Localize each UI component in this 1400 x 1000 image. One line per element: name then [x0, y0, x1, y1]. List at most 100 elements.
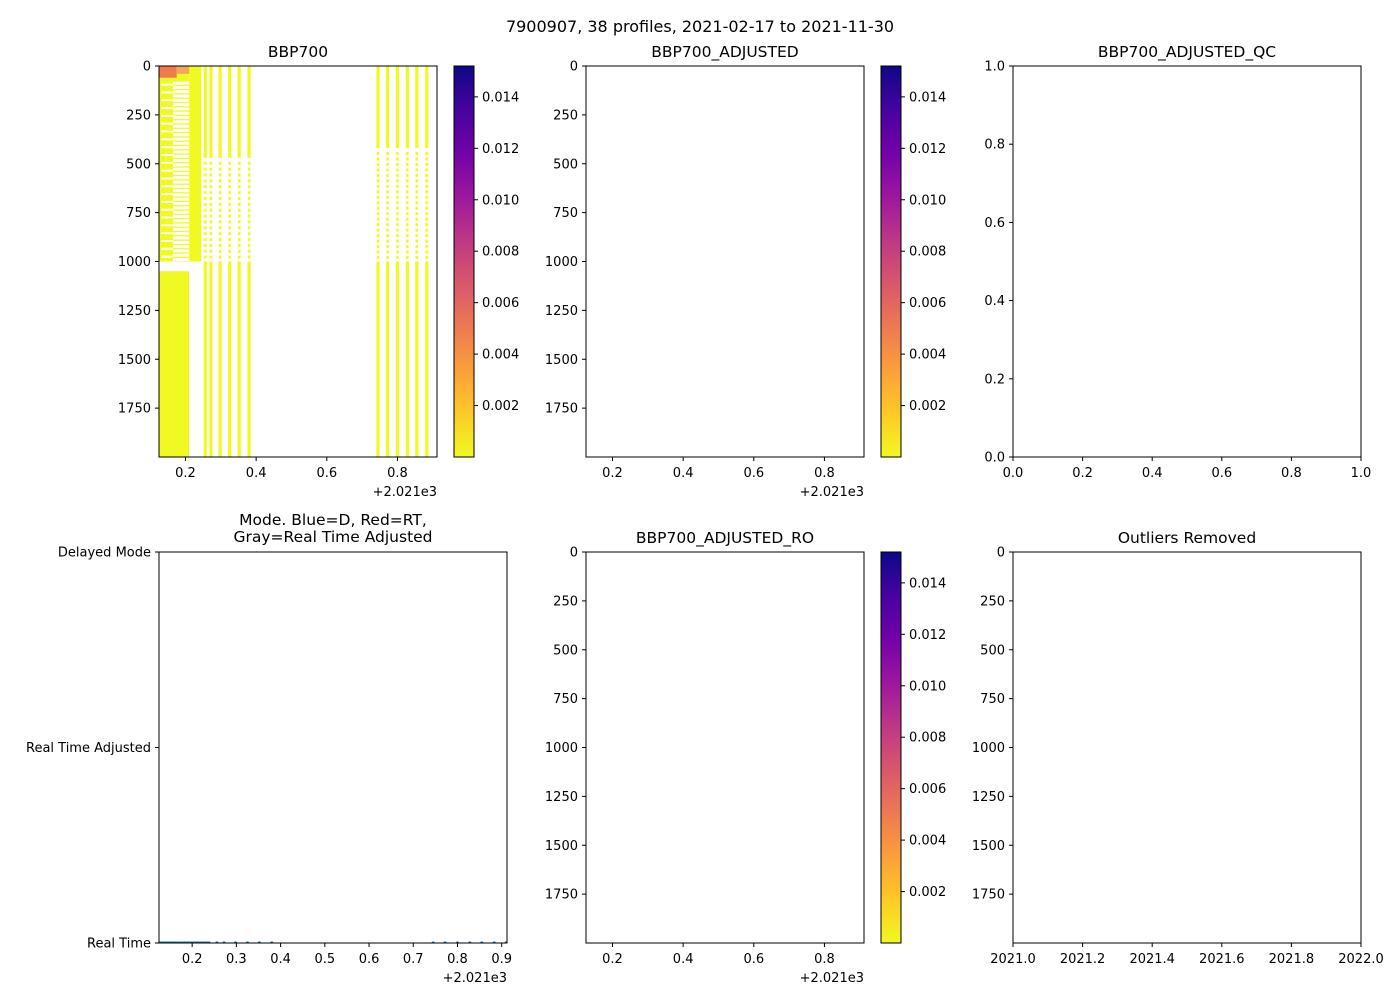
heatmap-sample: [218, 202, 222, 206]
heatmap-sample: [406, 212, 409, 216]
heatmap-sample: [209, 167, 213, 171]
y-tick-label: 1500: [545, 353, 578, 368]
heatmap-sample: [386, 223, 389, 227]
heatmap-gap: [173, 193, 190, 197]
x-tick-label: 0.2: [182, 952, 203, 967]
y-tick-label: 250: [980, 594, 1005, 609]
heatmap-sample: [247, 191, 251, 195]
heatmap-gap: [173, 111, 190, 115]
heatmap-sample: [209, 220, 213, 224]
heatmap-sample: [425, 152, 428, 156]
y-tick-label: 0.0: [984, 451, 1005, 466]
heatmap-sample: [415, 190, 419, 194]
heatmap-gap: [173, 103, 190, 107]
heatmap-gap: [173, 189, 190, 193]
heatmap-profile: [193, 66, 197, 262]
heatmap-gap: [173, 197, 190, 201]
figure-suptitle: 7900907, 38 profiles, 2021-02-17 to 2021…: [506, 17, 894, 36]
heatmap-sample: [228, 232, 231, 236]
heatmap-sample: [204, 214, 207, 218]
heatmap-sample: [406, 201, 409, 205]
y-tick-label: 500: [980, 643, 1005, 658]
heatmap-sample: [425, 162, 428, 166]
colorbar-tick-label: 0.014: [482, 90, 519, 105]
heatmap-sample: [209, 255, 213, 259]
heatmap-sample: [396, 234, 399, 238]
panel-title-line: Gray=Real Time Adjusted: [233, 528, 432, 546]
heatmap-gap: [173, 236, 190, 240]
heatmap-gap: [173, 257, 190, 261]
heatmap-sample: [376, 245, 380, 249]
heatmap-sample: [396, 201, 399, 205]
heatmap-sample: [247, 161, 251, 165]
heatmap-sample: [204, 161, 207, 165]
heatmap-sample: [247, 179, 251, 183]
x-tick-label: 0.4: [1142, 466, 1163, 481]
heatmap-gap: [161, 169, 173, 172]
y-tick-label: 0: [143, 60, 151, 75]
heatmap-sample: [247, 167, 251, 171]
heatmap-sample: [386, 201, 389, 205]
panel-mode: 0.2 0.3 0.4 0.5 0.6 0.7 0.8 0.9 +2.021e3 Real Tim…: [26, 511, 512, 986]
heatmap-profile: [191, 66, 195, 262]
x-tick-label: 0.6: [316, 466, 337, 481]
heatmap-gap: [161, 255, 173, 258]
heatmap-sample: [415, 245, 419, 249]
heatmap-gap: [161, 130, 173, 133]
x-tick-label: 0.2: [1072, 466, 1093, 481]
heatmap-sample: [209, 196, 213, 200]
heatmap-sample: [376, 190, 380, 194]
heatmap-sample: [209, 179, 213, 183]
colorbar-tick-label: 0.004: [482, 348, 519, 363]
heatmap-sample: [415, 234, 419, 238]
panel-bbp700_adjusted_ro: 0.2 0.4 0.6 0.8 +2.021e3 0 250 500 750 1000 1250 15…: [545, 529, 946, 986]
heatmap-sample: [425, 223, 428, 227]
heatmap-sample: [386, 206, 389, 210]
heatmap-sample: [218, 185, 222, 189]
y-tick-label: 1750: [545, 402, 578, 417]
heatmap-sample: [376, 217, 380, 221]
heatmap-gap: [173, 227, 190, 231]
heatmap-sample: [396, 245, 399, 249]
colorbar-tick-label: 0.004: [909, 348, 946, 363]
heatmap-sample: [237, 161, 241, 165]
heatmap-sample: [415, 195, 419, 199]
x-tick-label: 2021.0: [990, 952, 1036, 967]
heatmap-gap: [161, 224, 173, 227]
heatmap-sample: [386, 173, 389, 177]
heatmap-sample: [415, 157, 419, 161]
heatmap-gap: [161, 193, 173, 196]
colorbar-bbp700_adjusted: [880, 65, 902, 458]
heatmap-sample: [237, 220, 241, 224]
axes-frame-bbp700_adjusted_ro: [585, 551, 865, 944]
y-tick-label: 0: [997, 546, 1005, 561]
axes-frame-bbp700_adjusted: [585, 65, 865, 458]
heatmap-sample: [406, 234, 409, 238]
heatmap-sample: [386, 179, 389, 183]
heatmap-gap: [173, 240, 190, 244]
heatmap-sample: [209, 243, 213, 247]
heatmap-sample: [228, 179, 231, 183]
heatmap-sample: [425, 184, 428, 188]
heatmap-sample: [237, 202, 241, 206]
panel-bbp700: 0.2 0.4 0.6 0.8 +2.021e3 0 250 500 750 1000 1250 15…: [118, 43, 519, 500]
heatmap-gap: [173, 249, 190, 253]
heatmap-sample: [247, 249, 251, 253]
colorbar-tick-label: 0.006: [909, 296, 946, 311]
heatmap-gap: [161, 114, 173, 117]
y-tick-label: 1750: [545, 888, 578, 903]
y-tick-label: 750: [553, 206, 578, 221]
heatmap-sample: [218, 220, 222, 224]
heatmap-sample: [218, 196, 222, 200]
heatmap-gap: [173, 154, 190, 158]
heatmap-sample: [209, 161, 213, 165]
heatmap-sample: [209, 232, 213, 236]
heatmap-sample: [247, 238, 251, 242]
heatmap-gap: [173, 232, 190, 236]
heatmap-sample: [406, 168, 409, 172]
heatmap-sample: [218, 208, 222, 212]
x-tick-label: 2022.0: [1338, 952, 1384, 967]
y-tick-label: 1500: [545, 839, 578, 854]
heatmap-sample: [228, 161, 231, 165]
heatmap-sample: [396, 157, 399, 161]
